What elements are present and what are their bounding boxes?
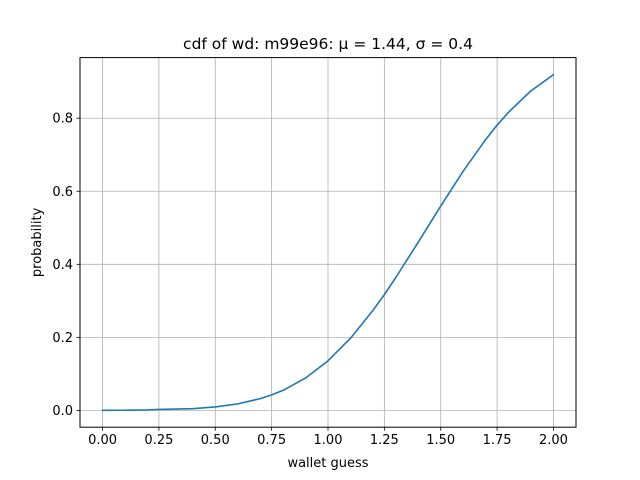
ticks: 0.00 0.25 0.50 0.75 1.00 1.25 1.50 1.75 2.00 0.0 0… (52, 112, 568, 448)
x-tick-label: 1.50 (426, 433, 455, 448)
grid (80, 57, 576, 428)
x-tick-label: 0.75 (257, 433, 286, 448)
series-layer (101, 73, 555, 412)
y-tick-label: 0.2 (52, 331, 73, 346)
chart-title: cdf of wd: m99e96: μ = 1.44, σ = 0.4 (183, 35, 473, 53)
y-axis-label: probability (30, 207, 45, 277)
x-tick-label: 1.25 (370, 433, 399, 448)
x-tick-label: 0.25 (144, 433, 173, 448)
x-tick-label: 2.00 (539, 433, 568, 448)
x-tick-label: 0.50 (201, 433, 230, 448)
x-axis-label: wallet guess (287, 456, 368, 471)
x-tick-label: 0.00 (88, 433, 117, 448)
y-tick-label: 0.8 (52, 112, 73, 127)
x-tick-label: 1.75 (483, 433, 512, 448)
x-tick-label: 1.00 (314, 433, 343, 448)
cdf-line (101, 73, 555, 412)
y-tick-label: 0.4 (52, 258, 73, 273)
y-tick-label: 0.0 (52, 404, 73, 419)
y-tick-label: 0.6 (52, 185, 73, 200)
